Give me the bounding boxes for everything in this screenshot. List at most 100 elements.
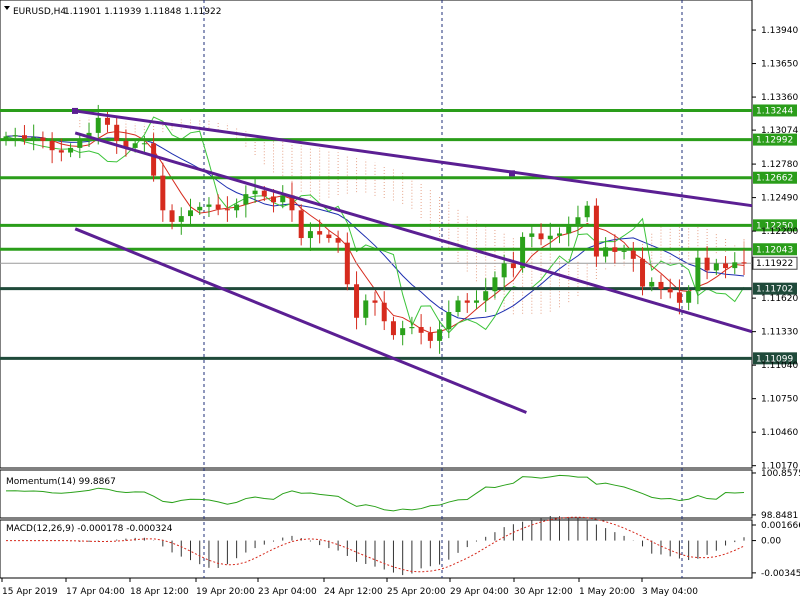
candle-body xyxy=(612,247,618,252)
level-badge-label: 1.13244 xyxy=(756,106,793,116)
candle-body xyxy=(234,204,240,211)
candle-body xyxy=(307,231,313,239)
candle-body xyxy=(455,300,461,312)
price-axis: 1.13940 1.13650 1.13360 1.13074 1.12780 1.124… xyxy=(752,26,798,472)
current-price-badge xyxy=(752,256,798,270)
time-tick-label: 3 May 04:00 xyxy=(642,587,698,597)
candle-body xyxy=(437,329,443,341)
candle-body xyxy=(31,137,37,139)
macd-tick-label: -0.003452 xyxy=(761,569,800,579)
trendline[interactable] xyxy=(74,131,753,334)
candle-body xyxy=(473,300,479,303)
price-tick-label: 1.10460 xyxy=(761,428,798,438)
time-tick-label: 29 Apr 04:00 xyxy=(450,587,509,597)
ohlc-label: 1.11901 1.11939 1.11848 1.11922 xyxy=(64,7,221,17)
candle-body xyxy=(123,140,129,148)
candle-body xyxy=(335,238,341,243)
price-tick-label: 1.11620 xyxy=(761,294,798,304)
candle-body xyxy=(197,206,203,211)
price-tick-label: 1.13074 xyxy=(761,126,798,136)
candle-body xyxy=(271,196,277,203)
time-tick-label: 19 Apr 20:00 xyxy=(196,587,255,597)
candle-body xyxy=(95,117,101,133)
momentum-tick-label: 98.8481 xyxy=(761,511,798,521)
candle-body xyxy=(603,247,609,257)
candle-body xyxy=(630,250,636,259)
level-badge xyxy=(753,282,797,295)
candle-body xyxy=(547,235,553,240)
candle-body xyxy=(298,210,304,239)
level-badge-label: 1.12662 xyxy=(756,174,793,184)
candle-body xyxy=(529,233,535,237)
level-badge xyxy=(753,219,797,232)
time-tick-label: 18 Apr 12:00 xyxy=(130,587,189,597)
price-tick-label: 1.13650 xyxy=(761,60,798,70)
level-badge-label: 1.12043 xyxy=(756,245,793,255)
candle-body xyxy=(593,205,599,257)
candle-body xyxy=(160,175,166,211)
candle-body xyxy=(704,257,710,271)
level-badge xyxy=(753,171,797,184)
level-badge xyxy=(753,104,797,117)
macd-indicator: 0.001666 0.00 -0.003452 xyxy=(6,516,800,579)
price-tick-label: 1.13940 xyxy=(761,26,798,36)
candle-body xyxy=(640,258,646,287)
candle-body xyxy=(649,281,655,287)
candle-body xyxy=(520,236,526,269)
trendline[interactable] xyxy=(74,227,527,414)
candle-body xyxy=(464,300,470,303)
candle-body xyxy=(575,217,581,226)
candle-body xyxy=(418,327,424,333)
candle-body xyxy=(501,263,507,278)
candle-body xyxy=(409,327,415,329)
level-badge-label: 1.12250 xyxy=(756,221,793,231)
level-badge xyxy=(753,133,797,146)
candle-body xyxy=(741,262,747,264)
candle-body xyxy=(151,143,157,176)
candle-body xyxy=(77,140,83,148)
candle-body xyxy=(68,147,74,153)
candle-body xyxy=(667,288,673,293)
price-tick-label: 1.12490 xyxy=(761,194,798,204)
momentum-indicator: 100.8575 98.8481 xyxy=(5,469,800,521)
candle-body xyxy=(58,150,64,153)
trendline-anchor[interactable] xyxy=(72,107,78,114)
trendline-anchor[interactable] xyxy=(509,170,515,177)
momentum-tick-label: 100.8575 xyxy=(761,469,800,479)
candle-body xyxy=(280,195,286,203)
collapse-triangle-icon[interactable] xyxy=(4,6,10,10)
main-pane-frame xyxy=(0,0,753,469)
candle-body xyxy=(40,137,46,141)
symbol-label: EURUSD,H4 xyxy=(13,7,66,17)
trendlines[interactable] xyxy=(72,107,753,414)
candle-body xyxy=(658,281,664,289)
price-tick-label: 1.11040 xyxy=(761,361,798,371)
macd-tick-label: 0.00 xyxy=(761,537,781,547)
time-tick-label: 25 Apr 20:00 xyxy=(387,587,446,597)
candle-body xyxy=(252,190,258,195)
candle-body xyxy=(317,231,323,235)
macd-pane-frame xyxy=(0,519,753,579)
candle-body xyxy=(492,277,498,292)
candle-body xyxy=(695,257,701,292)
horizontal-levels: 1.13244 1.12992 1.12662 1.12250 1.12043 1.117… xyxy=(0,104,798,365)
level-badge xyxy=(753,352,797,365)
time-tick-label: 30 Apr 12:00 xyxy=(514,587,573,597)
candle-body xyxy=(224,209,230,211)
candle-body xyxy=(114,124,120,141)
trendline[interactable] xyxy=(74,109,753,208)
macd-tick-label: 0.001666 xyxy=(761,521,800,531)
level-badge-label: 1.11702 xyxy=(756,285,793,295)
candle-body xyxy=(381,302,387,322)
candle-body xyxy=(326,234,332,239)
candle-body xyxy=(141,143,147,145)
momentum-pane-frame xyxy=(0,469,753,519)
candle-body xyxy=(21,135,27,139)
candle-body xyxy=(676,292,682,303)
candle-body xyxy=(427,332,433,341)
candle-body xyxy=(206,204,212,207)
candle-body xyxy=(390,321,396,336)
price-tick-label: 1.10750 xyxy=(761,395,798,405)
candle-body xyxy=(215,204,221,210)
